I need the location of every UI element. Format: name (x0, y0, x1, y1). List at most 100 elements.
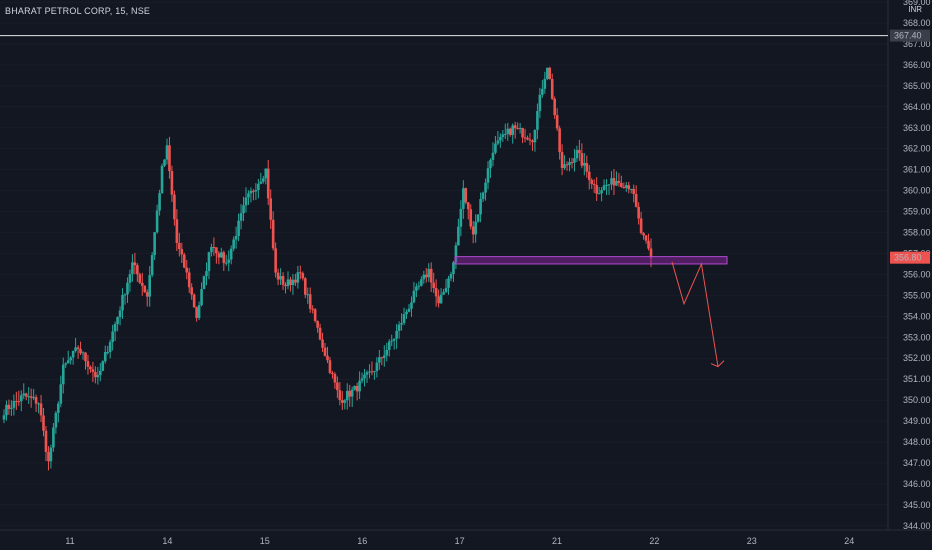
candle-body (479, 199, 482, 215)
candle-body (504, 133, 507, 135)
y-tick-label: 346.00 (903, 479, 931, 489)
candle-body (222, 252, 226, 264)
candle-body (338, 390, 342, 401)
candle-body (212, 246, 216, 248)
candle-body (10, 407, 13, 409)
candle-body (136, 265, 139, 275)
candle-body (328, 360, 332, 373)
candle-body (182, 254, 186, 268)
candle-body (321, 339, 324, 348)
candle-body (239, 213, 243, 221)
candle-body (511, 125, 515, 135)
y-tick-label: 353.00 (903, 332, 931, 342)
candle-body (279, 276, 282, 280)
projection-path[interactable] (671, 261, 719, 367)
candle-body (580, 153, 584, 166)
candle-body (37, 403, 40, 405)
candle-body (42, 415, 45, 431)
candle-body (592, 183, 596, 185)
candle-body (12, 401, 16, 408)
candle-body (74, 347, 77, 351)
candle-body (415, 286, 418, 291)
candle-body (227, 259, 231, 263)
candle-body (178, 242, 181, 250)
resistance-price-tag (890, 29, 930, 42)
candle-body (402, 314, 406, 324)
candle-body (274, 248, 277, 273)
candle-body (573, 158, 576, 163)
candle-body (341, 400, 344, 403)
candle-body (86, 361, 90, 367)
candle-body (57, 403, 60, 413)
candle-body (390, 340, 394, 342)
candle-body (89, 366, 92, 370)
candle-body (249, 190, 253, 194)
y-tick-label: 364.00 (903, 102, 931, 112)
candle-body (607, 184, 611, 186)
resistance-price-label: 367.40 (894, 31, 922, 41)
candle-body (629, 188, 633, 190)
candle-body (197, 305, 201, 318)
candle-body (528, 139, 532, 141)
y-tick-label: 365.00 (903, 81, 931, 91)
candle-body (15, 401, 18, 403)
candle-body (195, 307, 198, 318)
candle-body (145, 292, 149, 297)
candle-body (548, 67, 552, 80)
y-tick-label: 362.00 (903, 144, 931, 154)
candle-body (128, 274, 132, 283)
candle-body (202, 276, 206, 290)
candle-body (343, 400, 347, 403)
candle-body (210, 246, 213, 253)
y-tick-label: 368.00 (903, 18, 931, 28)
candle-body (543, 78, 547, 89)
support-zone[interactable] (454, 256, 728, 265)
candle-body (499, 136, 502, 141)
x-tick-label: 23 (747, 536, 757, 546)
candle-body (59, 384, 63, 404)
candle-body (101, 361, 105, 371)
candle-body (237, 220, 240, 236)
candle-body (560, 152, 564, 169)
y-tick-label: 356.00 (903, 269, 931, 279)
candle-body (140, 282, 144, 286)
candle-body (521, 127, 524, 138)
candle-body (19, 395, 23, 402)
candle-body (345, 390, 349, 401)
candle-body (506, 128, 510, 134)
candle-body (469, 209, 473, 227)
candle-body (632, 188, 636, 194)
candle-body (570, 162, 574, 164)
candle-body (47, 451, 50, 462)
candle-body (84, 352, 87, 362)
candle-body (642, 233, 645, 236)
candle-body (370, 371, 374, 373)
candle-body (234, 235, 238, 240)
candle-body (496, 140, 500, 144)
candle-body (454, 245, 458, 263)
candle-body (71, 350, 75, 358)
candle-body (34, 397, 38, 404)
candle-body (205, 271, 208, 277)
candle-body (217, 253, 221, 258)
candle-body (76, 347, 80, 349)
y-tick-label: 350.00 (903, 395, 931, 405)
candle-body (291, 279, 295, 286)
candle-body (437, 296, 440, 304)
candle-body (185, 267, 189, 273)
x-tick-label: 15 (260, 536, 270, 546)
candle-body (555, 115, 559, 129)
candle-body (276, 272, 280, 280)
candle-body (587, 171, 591, 181)
candle-body (647, 240, 650, 249)
candle-body (412, 290, 416, 303)
candle-body (595, 184, 598, 194)
x-tick-label: 22 (649, 536, 659, 546)
candle-body (538, 94, 542, 112)
candle-body (575, 150, 579, 159)
candle-body (244, 197, 248, 206)
candle-body (131, 262, 134, 275)
candle-body (254, 190, 258, 192)
